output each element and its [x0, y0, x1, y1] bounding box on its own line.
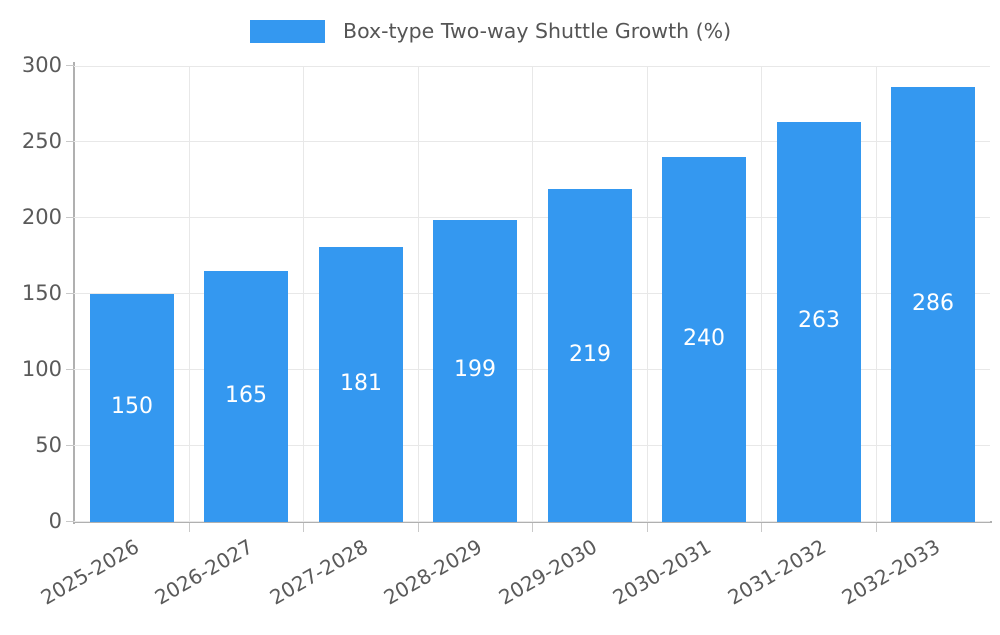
chart-legend: Box-type Two-way Shuttle Growth (%) — [250, 15, 731, 47]
bar-2031-2032[interactable] — [777, 122, 861, 522]
y-tick-mark-250 — [66, 141, 74, 142]
gridline-v-1 — [189, 66, 190, 522]
x-tick-mark-4 — [532, 523, 533, 532]
x-axis-spine — [73, 521, 992, 523]
bar-2030-2031[interactable] — [662, 157, 746, 522]
y-tick-mark-100 — [66, 369, 74, 370]
x-tick-mark-1 — [189, 523, 190, 532]
bar-2027-2028[interactable] — [319, 247, 403, 522]
y-tick-label-150: 150 — [21, 281, 62, 305]
x-tick-mark-6 — [761, 523, 762, 532]
bar-value-label-2030-2031: 240 — [683, 326, 725, 351]
y-tick-mark-0 — [66, 521, 74, 522]
bar-value-label-2029-2030: 219 — [569, 342, 611, 367]
bar-value-label-2026-2027: 165 — [225, 383, 267, 408]
gridline-v-2 — [303, 66, 304, 522]
bar-2026-2027[interactable] — [204, 271, 288, 522]
bar-value-label-2025-2026: 150 — [111, 394, 153, 419]
y-tick-label-100: 100 — [21, 357, 62, 381]
bar-value-label-2031-2032: 263 — [798, 308, 840, 333]
y-tick-label-200: 200 — [21, 205, 62, 229]
legend-label-box-type-two-way-shuttle-growth: Box-type Two-way Shuttle Growth (%) — [343, 18, 732, 43]
y-tick-label-50: 50 — [35, 433, 62, 457]
bar-2025-2026[interactable] — [90, 294, 174, 522]
y-tick-mark-300 — [66, 65, 74, 66]
gridline-v-3 — [418, 66, 419, 522]
legend-swatch-box-type-two-way-shuttle-growth — [250, 19, 325, 43]
plot-area: 150 165 181 199 219 240 263 286 — [74, 66, 990, 522]
bar-chart-figure: Box-type Two-way Shuttle Growth (%) 0 50… — [21, 15, 992, 610]
y-tick-mark-50 — [66, 445, 74, 446]
gridline-v-5 — [647, 66, 648, 522]
bar-value-label-2032-2033: 286 — [912, 291, 954, 316]
gridline-v-6 — [761, 66, 762, 522]
x-tick-mark-5 — [647, 523, 648, 532]
x-tick-mark-2 — [303, 523, 304, 532]
gridline-v-4 — [532, 66, 533, 522]
gridline-v-7 — [876, 66, 877, 522]
bar-2029-2030[interactable] — [548, 189, 632, 522]
y-tick-label-0: 0 — [48, 509, 62, 533]
bar-2028-2029[interactable] — [433, 220, 517, 522]
y-tick-mark-150 — [66, 293, 74, 294]
y-tick-label-300: 300 — [21, 53, 62, 77]
y-tick-mark-200 — [66, 217, 74, 218]
x-tick-mark-7 — [876, 523, 877, 532]
bar-value-label-2028-2029: 199 — [454, 357, 496, 382]
bar-2032-2033[interactable] — [891, 87, 975, 522]
bar-value-label-2027-2028: 181 — [340, 371, 382, 396]
x-tick-mark-3 — [418, 523, 419, 532]
y-tick-label-250: 250 — [21, 129, 62, 153]
